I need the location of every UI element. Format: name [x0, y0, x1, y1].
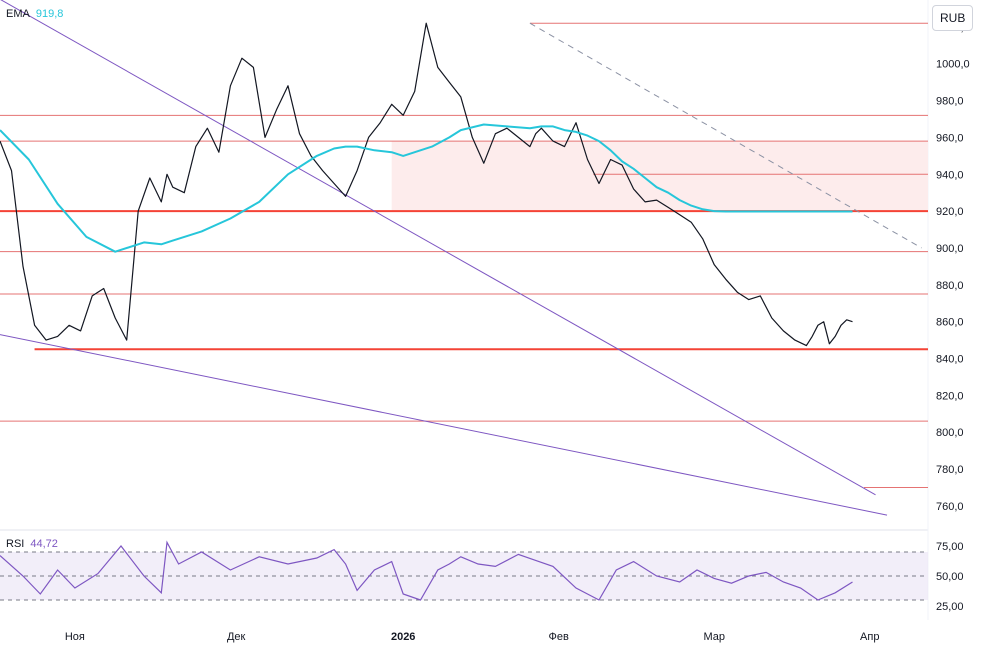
time-tick-label: Дек [227, 631, 246, 643]
trend-line-0 [0, 0, 876, 496]
price-tick-label: 860,0 [936, 317, 964, 329]
price-tick-label: 780,0 [936, 464, 964, 476]
time-tick-label: Фев [549, 631, 569, 643]
price-tick-label: 840,0 [936, 354, 964, 366]
time-tick-label: 2026 [391, 631, 415, 643]
rsi-tick-label: 50,00 [936, 571, 964, 583]
resistance-zone [391, 141, 928, 212]
price-tick-label: 760,0 [936, 501, 964, 513]
time-tick-label: Ноя [65, 631, 85, 643]
price-tick-label: 920,0 [936, 206, 964, 218]
rsi-legend-value: 44,72 [30, 538, 58, 550]
rsi-legend: RSI 44,72 [6, 538, 58, 550]
series-close [0, 22, 853, 347]
price-tick-label: 940,0 [936, 169, 964, 181]
series-ema [0, 123, 853, 253]
price-tick-label: 960,0 [936, 132, 964, 144]
price-tick-label: 1000,0 [936, 59, 970, 71]
ema-legend-label: EMA [6, 8, 30, 20]
rsi-legend-label: RSI [6, 538, 25, 550]
time-tick-label: Апр [860, 631, 879, 643]
currency-button[interactable]: RUB [932, 5, 974, 31]
price-tick-label: 900,0 [936, 243, 964, 255]
price-tick-label: 880,0 [936, 280, 964, 292]
price-tick-label: 800,0 [936, 427, 964, 439]
rsi-tick-label: 25,00 [936, 601, 964, 613]
price-tick-label: 820,0 [936, 390, 964, 402]
ema-legend-value: 919,8 [35, 8, 64, 20]
ema-legend: EMA 919,8 [6, 8, 63, 20]
time-tick-label: Мар [703, 631, 725, 643]
price-tick-label: 980,0 [936, 96, 964, 108]
rsi-tick-label: 75,00 [936, 541, 964, 553]
trend-line-2 [529, 22, 922, 249]
series-rsi [0, 540, 853, 601]
trend-line-1 [0, 334, 888, 516]
